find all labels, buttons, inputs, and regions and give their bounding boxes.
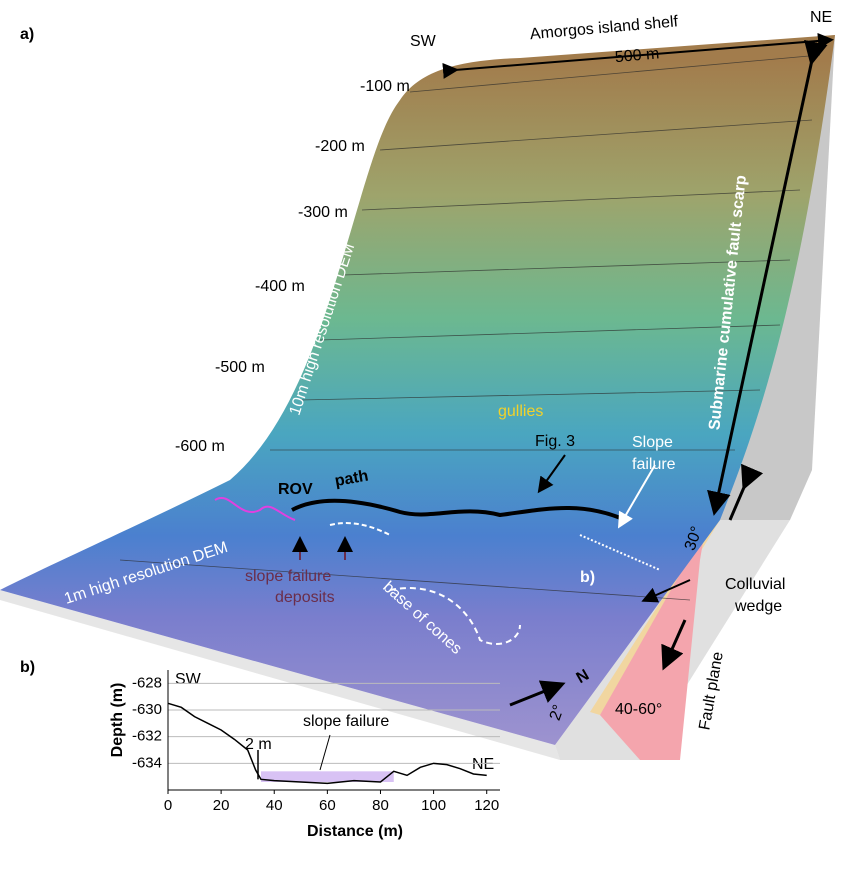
label: 40-60° [615, 701, 662, 718]
terrain [0, 32, 835, 760]
x-axis-label: Distance (m) [307, 823, 403, 840]
depth-label: -300 m [298, 204, 348, 221]
annotation: 2 m [245, 736, 272, 753]
y-tick-label: -634 [132, 754, 162, 771]
x-tick-label: 40 [266, 797, 283, 814]
y-tick-label: -630 [132, 701, 162, 718]
y-axis-label: Depth (m) [109, 683, 126, 758]
label: Colluvial [725, 576, 785, 593]
x-tick-label: 80 [372, 797, 389, 814]
depth-label: -100 m [360, 78, 410, 95]
x-tick-label: 20 [213, 797, 230, 814]
panel-label: a) [20, 26, 34, 43]
label: ROV [278, 481, 313, 498]
label: NE [472, 756, 494, 773]
x-tick-label: 100 [421, 797, 446, 814]
label: 500 m [614, 45, 660, 66]
label: path [333, 467, 369, 490]
label: Slope [632, 434, 673, 451]
label: b) [580, 569, 595, 586]
label: NE [810, 9, 832, 26]
label: SW [175, 671, 202, 688]
profile-line [167, 702, 487, 785]
y-tick-label: -628 [132, 674, 162, 691]
depth-label: -600 m [175, 438, 225, 455]
label: slope failure [245, 568, 331, 585]
x-tick-label: 0 [164, 797, 172, 814]
x-tick-label: 60 [319, 797, 336, 814]
depth-label: -500 m [215, 359, 265, 376]
label: gullies [498, 403, 543, 420]
label: 2° [547, 703, 568, 723]
label: Fig. 3 [535, 433, 575, 450]
label: Fault plane [696, 650, 727, 731]
label: wedge [734, 598, 782, 615]
annotation: slope failure [303, 713, 389, 730]
panel-label: b) [20, 659, 35, 676]
slope-failure-area [260, 771, 394, 782]
label: failure [632, 456, 676, 473]
profile-chart: b) SW NE slope failure 2 m Depth (m) Dis… [20, 659, 500, 840]
arrow [319, 734, 331, 771]
depth-label: -200 m [315, 138, 365, 155]
label: SW [410, 33, 437, 50]
x-tick-label: 120 [474, 797, 499, 814]
depth-label: -400 m [255, 278, 305, 295]
y-tick-label: -632 [132, 728, 162, 745]
label: Amorgos island shelf [529, 13, 679, 43]
label: deposits [275, 589, 335, 606]
